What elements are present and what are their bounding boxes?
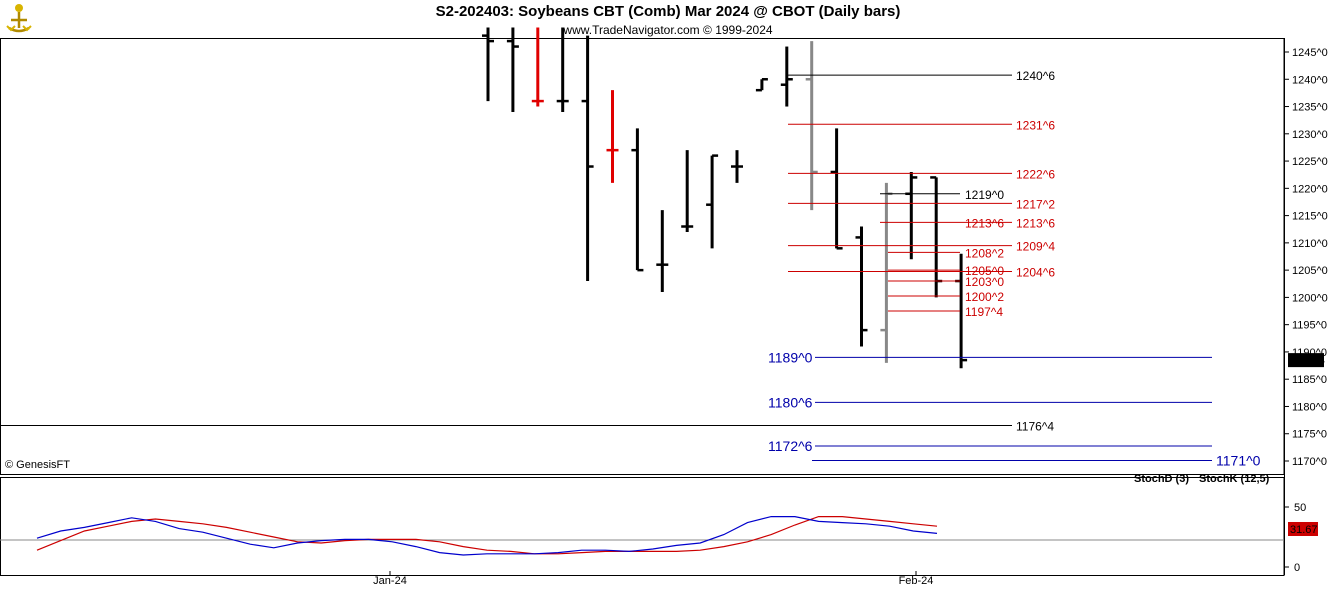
- price-axis-tick-label: 1170^0: [1292, 456, 1327, 468]
- price-axis-tick-label: 1215^0: [1292, 211, 1328, 223]
- stoch-last-label: 31.67: [1290, 524, 1318, 536]
- price-axis-tick-label: 1240^0: [1292, 74, 1328, 86]
- price-axis-tick-label: 1175^0: [1292, 429, 1327, 441]
- chart-title: S2-202403: Soybeans CBT (Comb) Mar 2024 …: [435, 3, 901, 20]
- price-axis-tick-label: 1245^0: [1292, 47, 1328, 59]
- price-axis-tick-label: 1230^0: [1292, 129, 1328, 141]
- price-axis-tick-label: 1210^0: [1292, 238, 1328, 250]
- stoch-axis-tick-label: 0: [1294, 562, 1300, 574]
- last-price-marker: [1288, 353, 1324, 368]
- price-level-label: 1213^6: [965, 216, 1004, 230]
- price-level-label: 1197^4: [965, 305, 1003, 319]
- last-price-label: 1188^4: [1290, 355, 1325, 367]
- price-axis-tick-label: 1185^0: [1292, 374, 1327, 386]
- price-axis-tick-label: 1180^0: [1292, 401, 1327, 413]
- price-level-label: 1180^6: [768, 394, 813, 410]
- price-level-label: 1222^6: [1016, 167, 1055, 181]
- stoch-axis-tick-label: 50: [1294, 502, 1306, 514]
- price-level-label: 1204^6: [1016, 265, 1055, 279]
- price-level-label: 1208^2: [965, 246, 1004, 260]
- price-level-label: 1240^6: [1016, 69, 1055, 83]
- price-panel-frame: [0, 38, 1285, 475]
- price-level-label: 1203^0: [965, 275, 1004, 289]
- price-axis-tick-label: 1235^0: [1292, 102, 1328, 114]
- price-axis-tick-label: 1205^0: [1292, 265, 1328, 277]
- price-level-label: 1213^6: [1016, 216, 1055, 230]
- stoch-legend-d: StochD (3): [1134, 473, 1189, 485]
- stoch-k-line: [36, 515, 938, 556]
- stoch-last-marker: [1288, 521, 1318, 536]
- price-level-label: 1200^2: [965, 290, 1004, 304]
- price-level-label: 1189^0: [768, 349, 813, 365]
- price-level-label: 1172^6: [768, 438, 813, 454]
- x-axis-label: Feb-24: [899, 575, 934, 587]
- stoch-panel-frame: [0, 477, 1285, 576]
- price-level-label: 1176^4: [1016, 420, 1054, 434]
- price-level-label: 1209^4: [1016, 240, 1055, 254]
- price-level-label: 1171^0: [1216, 453, 1261, 469]
- price-axis-tick-label: 1195^0: [1292, 320, 1327, 332]
- x-axis-label: Jan-24: [373, 575, 407, 587]
- trade-navigator-logo-icon: [6, 4, 32, 33]
- price-axis-tick-label: 1225^0: [1292, 156, 1328, 168]
- price-axis-tick-label: 1220^0: [1292, 183, 1328, 195]
- copyright-text: www.TradeNavigator.com © 1999-2024: [563, 23, 773, 37]
- watermark-text: © GenesisFT: [5, 459, 70, 471]
- stoch-legend-k: StochK (12,5): [1199, 473, 1270, 485]
- price-level-label: 1231^6: [1016, 118, 1055, 132]
- price-axis-tick-label: 1200^0: [1292, 292, 1328, 304]
- price-level-label: 1219^0: [965, 188, 1004, 202]
- price-level-label: 1217^2: [1016, 197, 1055, 211]
- stoch-d-line: [36, 515, 938, 555]
- chart-header: S2-202403: Soybeans CBT (Comb) Mar 2024 …: [0, 0, 1336, 38]
